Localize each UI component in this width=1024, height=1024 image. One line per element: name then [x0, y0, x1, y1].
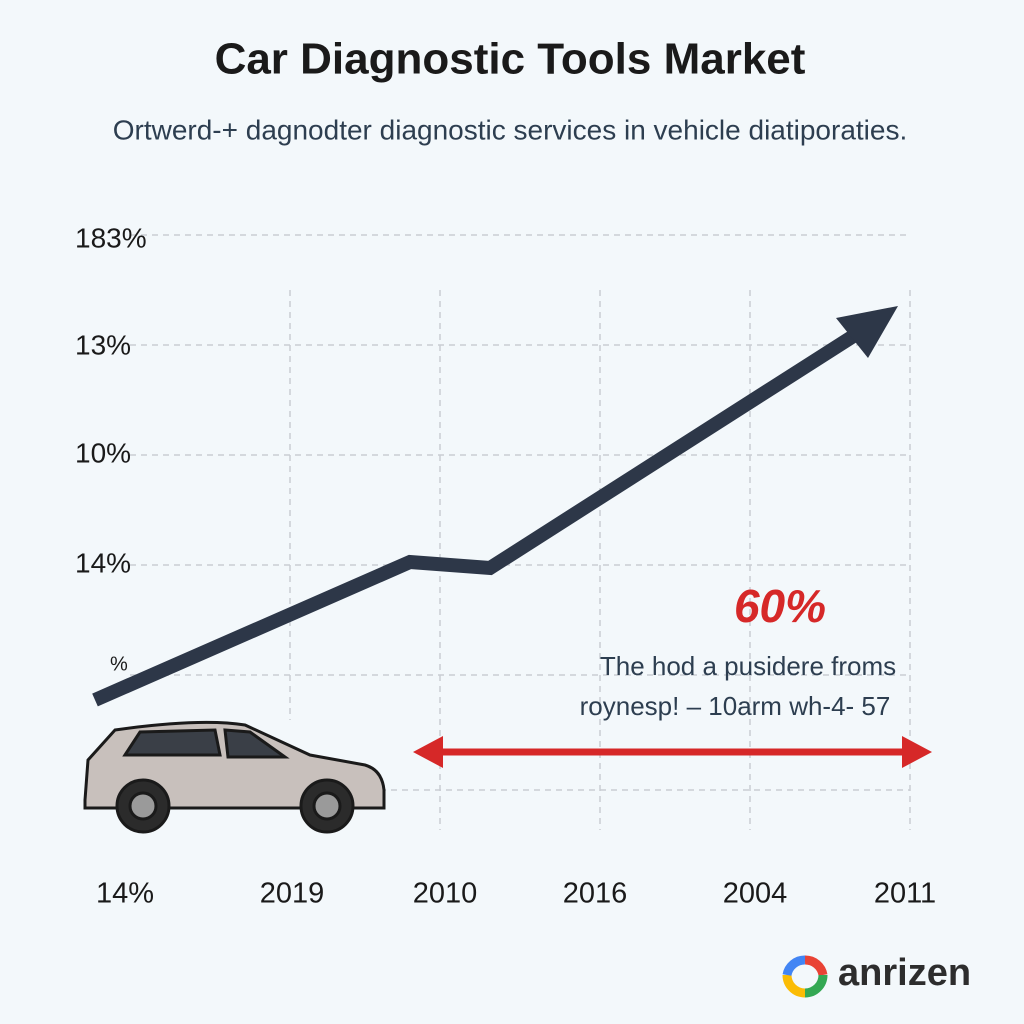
car-hub: [128, 791, 158, 821]
logo-mark: [782, 974, 806, 998]
x-label: 2016: [563, 878, 628, 910]
x-label: 2004: [723, 878, 788, 910]
annotation-text: roynesp! – 10arm wh-4- 57: [580, 691, 891, 721]
trend-arrow: [92, 306, 898, 707]
title: Car Diagnostic Tools Market: [215, 35, 806, 84]
logo-mark: [804, 955, 828, 977]
y-label: %: [110, 653, 128, 675]
annotation-text: The hod a pusidere froms: [600, 651, 896, 681]
x-label: 2011: [874, 878, 936, 910]
arrow-head: [413, 736, 443, 768]
y-label: 183%: [75, 222, 147, 253]
car-hub: [312, 791, 342, 821]
car-window: [122, 728, 222, 757]
arrow-head: [902, 736, 932, 768]
x-label: 2019: [260, 878, 325, 910]
subtitle: Ortwerd-+ dagnodter diagnostic services …: [113, 114, 908, 145]
x-label: 14%: [96, 878, 154, 910]
x-labels: 14% 2019 2010 2016 2004 2011: [96, 878, 936, 910]
y-label: 13%: [75, 329, 131, 360]
y-label: 10%: [75, 437, 131, 468]
y-labels: 183% 13% 10% 14%%: [75, 222, 147, 675]
logo-mark: [782, 955, 806, 977]
range-arrow: [413, 736, 932, 768]
annotation-value: 60%: [734, 580, 826, 632]
logo-text: anrizen: [838, 952, 971, 994]
logo-mark: [804, 974, 828, 998]
trend-line: [92, 329, 859, 707]
car-window: [223, 728, 290, 759]
y-label: 14%: [75, 547, 131, 578]
logo: anrizen: [782, 952, 971, 998]
x-label: 2010: [413, 878, 478, 910]
car-illustration: [83, 720, 386, 834]
arrow-head: [836, 306, 898, 358]
